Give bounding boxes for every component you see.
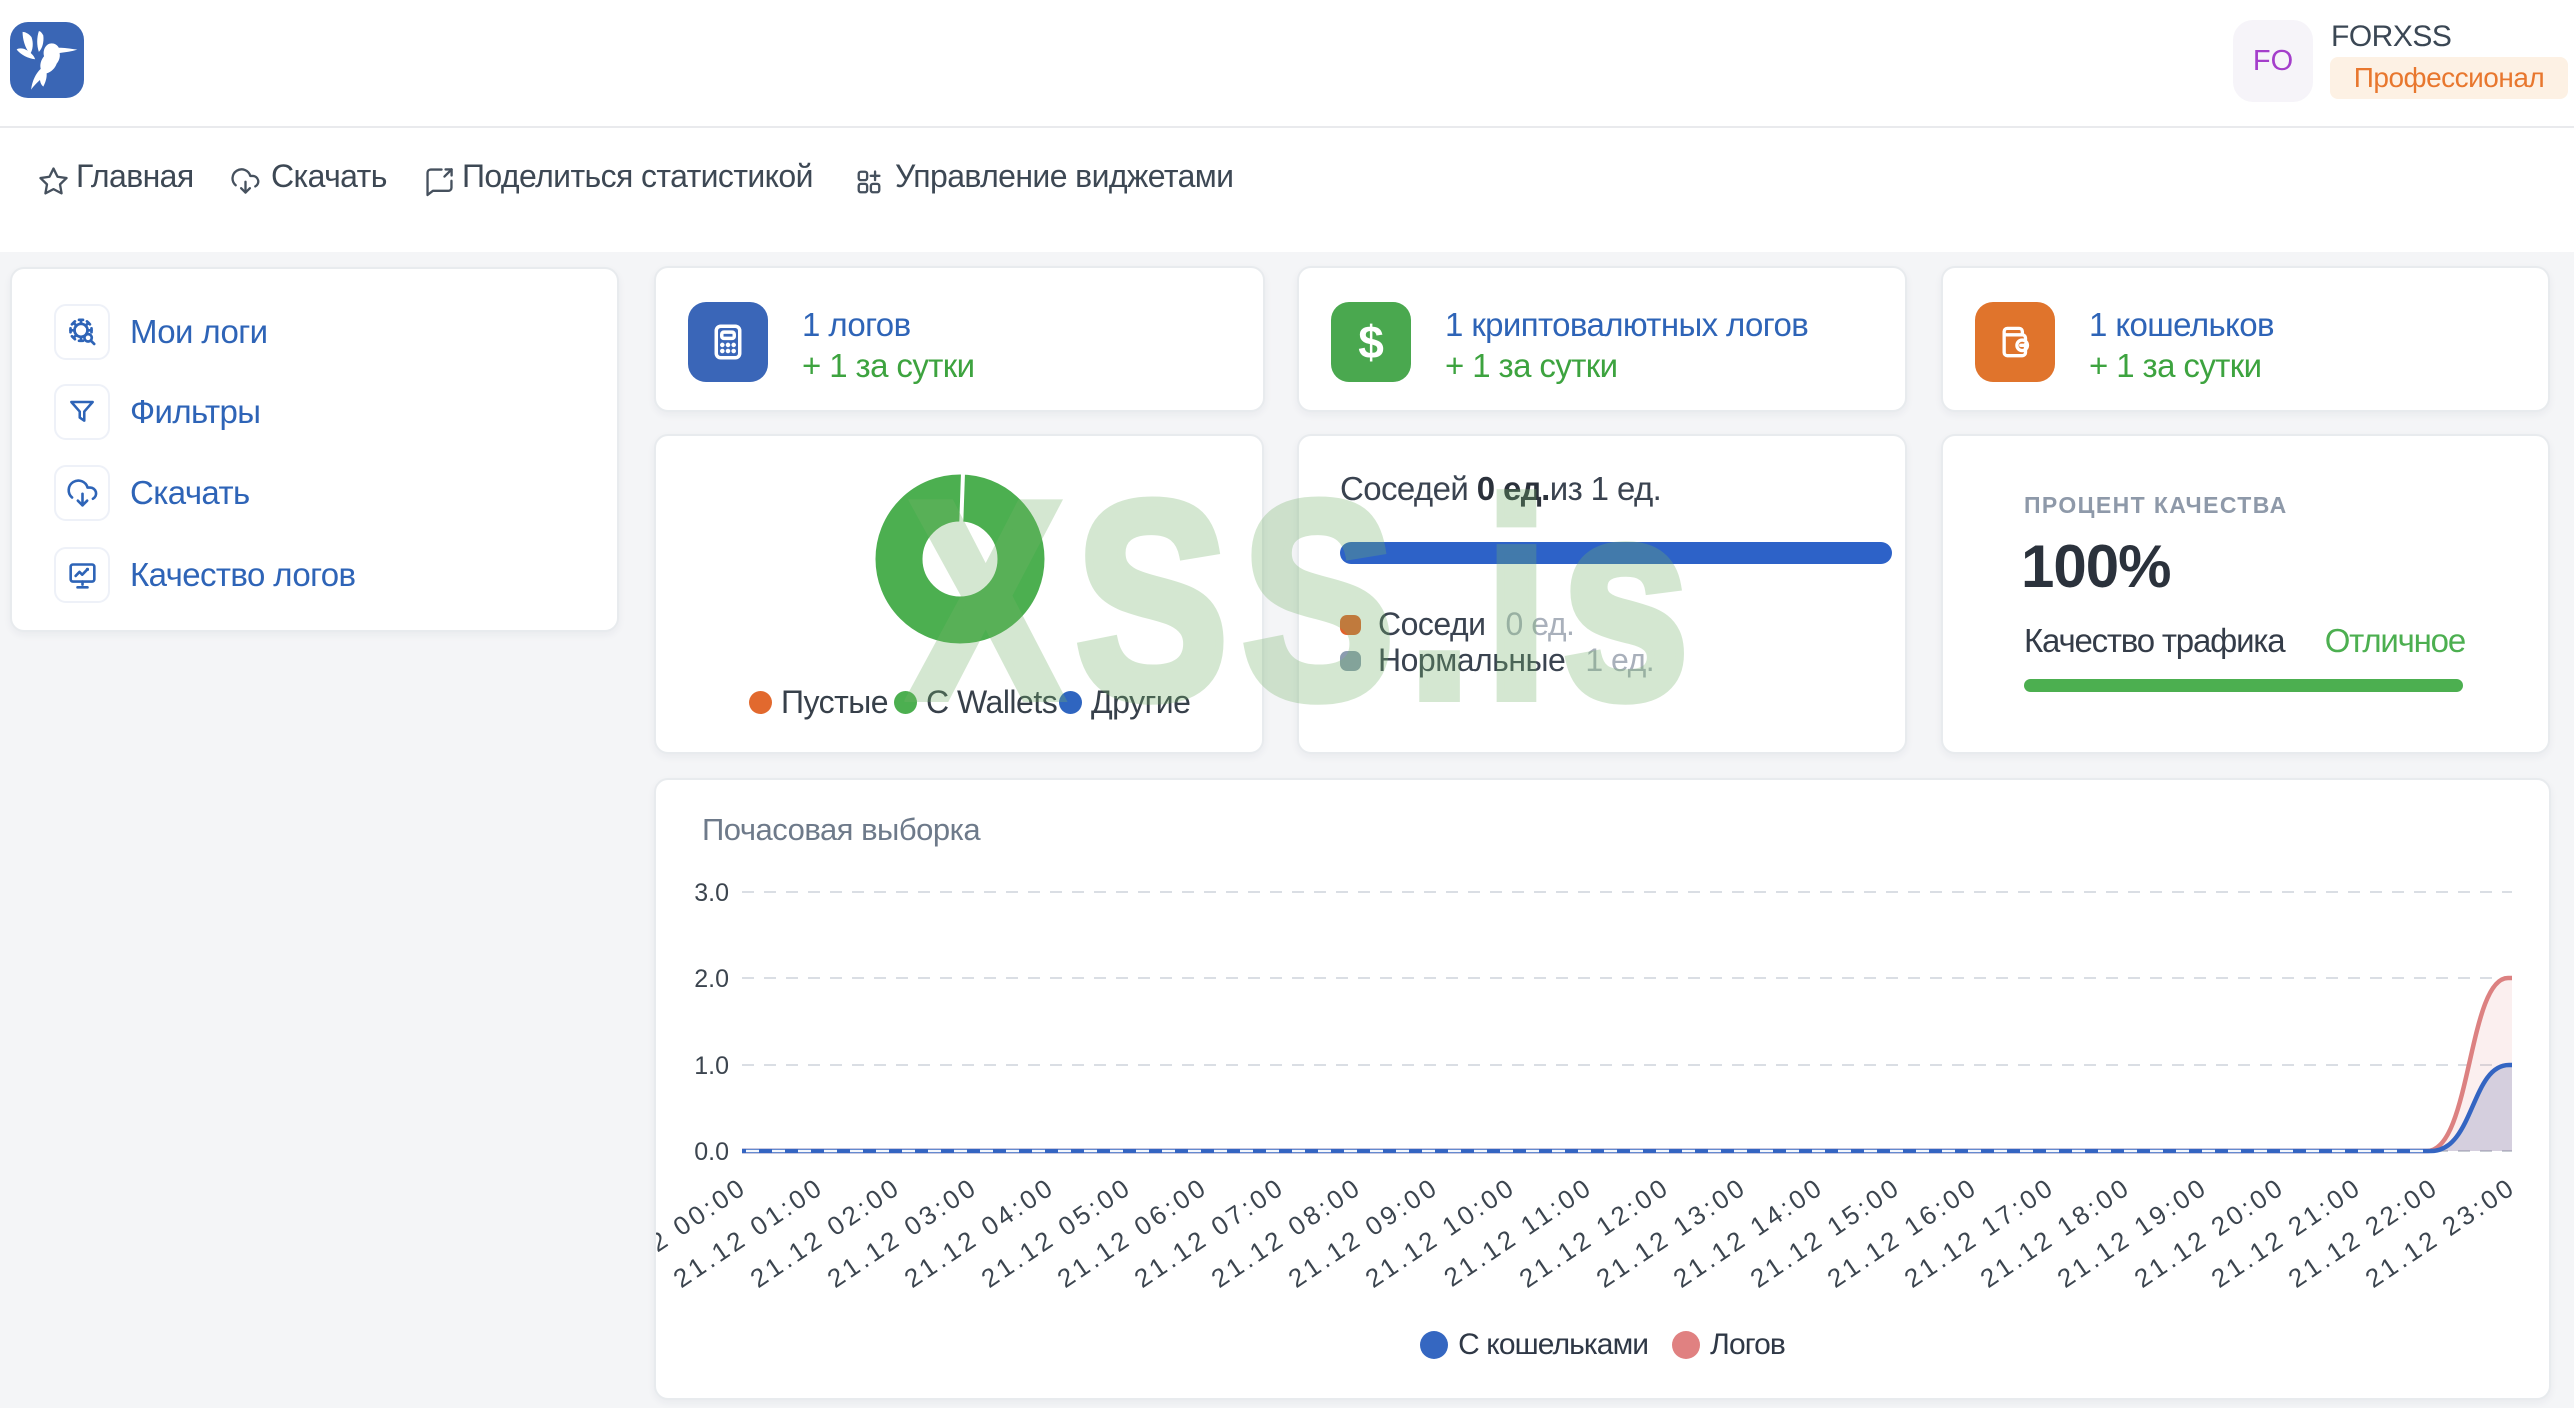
- svg-text:2.0: 2.0: [694, 965, 729, 993]
- svg-text:0.0: 0.0: [694, 1138, 729, 1166]
- svg-text:3.0: 3.0: [694, 879, 729, 907]
- svg-text:1.0: 1.0: [694, 1052, 729, 1080]
